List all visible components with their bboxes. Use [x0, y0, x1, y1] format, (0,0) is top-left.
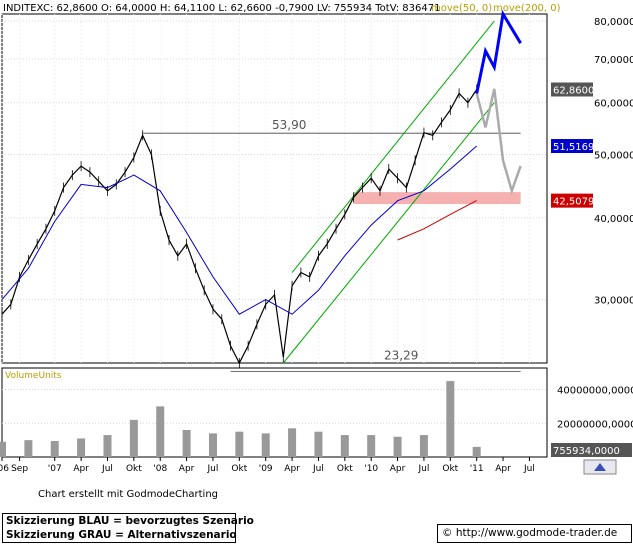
volume-bar: [472, 446, 481, 457]
volume-bar: [340, 435, 349, 457]
y-tick-label: 30,0000: [594, 296, 633, 307]
x-tick-label: Okt: [126, 464, 142, 474]
quote-readout: C: 62,8600 O: 64,0000 H: 64,1100 L: 62,6…: [43, 3, 440, 14]
x-tick-label: Okt: [442, 464, 458, 474]
last-value-badge: [551, 82, 593, 97]
volume-bar: [50, 440, 59, 457]
x-tick-label: Apr: [179, 464, 195, 474]
y-tick-label: 50,0000: [594, 151, 633, 162]
x-tick-label: Okt: [337, 464, 353, 474]
x-tick-label: '09: [259, 464, 273, 474]
last-value-text: 62,8600: [553, 86, 594, 97]
y-tick-label: 80,0000: [594, 17, 633, 28]
scenario-gray-path: [475, 88, 522, 195]
volume-bar: [419, 435, 428, 457]
volume-last-text: 755934,0000: [553, 446, 620, 457]
volume-bar: [182, 430, 191, 457]
scenario-blue-path: [475, 9, 522, 94]
volume-bar: [103, 435, 112, 457]
channel-lower-line: [282, 102, 495, 364]
x-tick-label: Jul: [207, 464, 219, 474]
x-tick-label: Apr: [390, 464, 406, 474]
volume-bar: [208, 433, 217, 457]
volume-panel: [1, 367, 548, 458]
x-tick-label: Jul: [312, 464, 324, 474]
ma200-line: [397, 200, 477, 241]
volume-bar: [446, 381, 455, 457]
x-tick-label: '11: [470, 464, 484, 474]
last-value-badge: [551, 139, 593, 154]
y-tick-label: 40,0000: [594, 214, 633, 225]
volume-tick-label: 20000000,0000: [557, 419, 633, 430]
volume-bar: [77, 438, 86, 457]
volume-last-badge: [551, 443, 632, 457]
x-tick-label: '08: [153, 464, 167, 474]
x-tick-label: Sep: [11, 464, 28, 474]
x-tick-label: Okt: [231, 464, 247, 474]
x-tick-label: Apr: [495, 464, 511, 474]
last-value-badge: [551, 193, 593, 208]
volume-bar: [261, 433, 270, 457]
annotation-23-29: 23,29: [384, 349, 418, 363]
volume-bar: [0, 441, 6, 457]
volume-bar: [367, 435, 376, 457]
x-tick-label: Jul: [101, 464, 113, 474]
last-value-text: 51,5169: [553, 142, 594, 153]
ma200-legend: move(200, 0): [493, 3, 561, 14]
ma50-line: [1, 145, 478, 315]
volume-bar: [24, 440, 33, 457]
price-panel: [1, 13, 548, 364]
resistance-zone: [353, 192, 521, 205]
volume-bar: [288, 428, 297, 457]
volume-bar: [156, 406, 165, 457]
legend-blue: Skizzierung BLAU = bevorzugtes Szenario: [6, 515, 254, 527]
source-link[interactable]: © http://www.godmode-trader.de: [437, 524, 632, 543]
legend-gray: Skizzierung GRAU = Alternativszenario: [6, 529, 237, 541]
chart-credit: Chart erstellt mit GodmodeCharting: [38, 489, 218, 500]
x-tick-label: Jul: [523, 464, 535, 474]
scenario-legend: Skizzierung BLAU = bevorzugtes Szenario …: [2, 513, 254, 543]
annotation-53-90: 53,90: [272, 118, 306, 132]
x-tick-label: '06: [0, 464, 9, 474]
arrow-up-icon: [594, 463, 606, 471]
y-tick-label: 70,0000: [594, 55, 633, 66]
x-tick-label: Apr: [73, 464, 89, 474]
ma50-legend: move(50, 0): [431, 3, 492, 14]
volume-title: VolumeUnits: [5, 371, 62, 381]
y-tick-label: 60,0000: [594, 99, 633, 110]
x-tick-label: '07: [48, 464, 62, 474]
x-tick-label: Apr: [284, 464, 300, 474]
last-value-text: 42,5079: [553, 197, 594, 208]
volume-bar: [393, 436, 402, 457]
x-tick-label: '10: [364, 464, 378, 474]
symbol-label: INDITEX: [3, 3, 44, 14]
channel-upper-line: [291, 20, 495, 273]
volume-tick-label: 40000000,0000: [557, 386, 633, 397]
volume-bar: [314, 431, 323, 457]
volume-bar: [129, 419, 138, 457]
x-tick-label: Jul: [418, 464, 430, 474]
volume-bar: [235, 431, 244, 457]
